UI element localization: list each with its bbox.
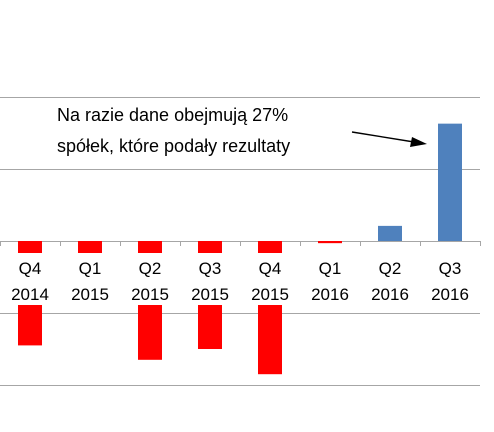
category-label: 2014 xyxy=(11,285,49,304)
annotation-arrow-head xyxy=(410,137,427,147)
category-label: 2015 xyxy=(191,285,229,304)
category-label: 2015 xyxy=(71,285,109,304)
category-label: Q1 xyxy=(319,259,342,278)
bar-q3-2016 xyxy=(438,123,462,241)
category-label: Q4 xyxy=(19,259,42,278)
category-label: Q2 xyxy=(379,259,402,278)
category-label: Q2 xyxy=(139,259,162,278)
annotation-line-2: spółek, które podały rezultaty xyxy=(57,136,290,156)
category-label: Q3 xyxy=(199,259,222,278)
annotation: Na razie dane obejmują 27% spółek, które… xyxy=(57,105,427,156)
category-label: Q3 xyxy=(439,259,462,278)
category-label: 2015 xyxy=(251,285,289,304)
label-band-background xyxy=(0,253,480,305)
category-label: Q4 xyxy=(259,259,282,278)
category-label: 2016 xyxy=(311,285,349,304)
category-labels: Q4 2014 Q1 2015 Q2 2015 Q3 2015 Q4 2015 Q1 2016 Q2 20… xyxy=(11,259,469,304)
category-label: 2016 xyxy=(431,285,469,304)
category-label: Q1 xyxy=(79,259,102,278)
bar-q1-2016 xyxy=(318,241,342,244)
annotation-line-1: Na razie dane obejmują 27% xyxy=(57,105,288,125)
bar-q2-2016 xyxy=(378,225,402,241)
label-band xyxy=(0,253,480,305)
category-label: 2015 xyxy=(131,285,169,304)
category-label: 2016 xyxy=(371,285,409,304)
annotation-arrow-line xyxy=(351,131,415,143)
bars xyxy=(18,123,462,375)
